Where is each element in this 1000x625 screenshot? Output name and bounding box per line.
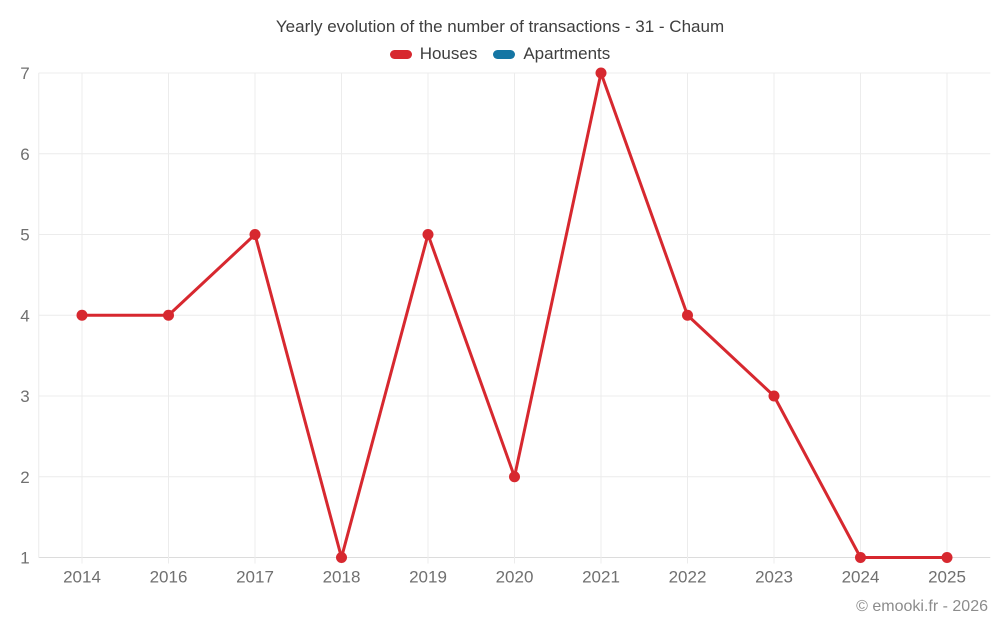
- chart-title: Yearly evolution of the number of transa…: [275, 17, 725, 36]
- x-axis-label-2016: 2016: [150, 568, 188, 587]
- y-axis-label-5: 5: [20, 226, 29, 245]
- chart-legend: Houses Apartments: [0, 44, 1000, 64]
- houses-point-2024[interactable]: [855, 552, 866, 563]
- y-axis-label-2: 2: [20, 468, 29, 487]
- houses-point-2025[interactable]: [941, 552, 953, 563]
- legend-label-apartments: Apartments: [523, 44, 611, 63]
- y-axis-label-6: 6: [20, 145, 29, 164]
- y-axis-label-4: 4: [20, 306, 29, 325]
- x-axis-label-2024: 2024: [842, 568, 880, 587]
- legend-label-houses: Houses: [419, 44, 478, 63]
- x-axis-label-2014: 2014: [63, 568, 101, 587]
- x-axis-label-2020: 2020: [496, 568, 534, 587]
- credit-text: © emooki.fr - 2026: [856, 598, 988, 615]
- legend-item-houses[interactable]: Houses: [389, 44, 478, 64]
- legend-swatch-apartments: [493, 49, 516, 59]
- houses-point-2020[interactable]: [509, 471, 520, 483]
- houses-point-2022[interactable]: [682, 309, 693, 321]
- legend-item-apartments[interactable]: Apartments: [493, 44, 610, 64]
- legend-swatch-houses: [389, 49, 412, 59]
- houses-point-2016[interactable]: [163, 309, 174, 321]
- x-axis-label-2021: 2021: [582, 568, 620, 587]
- houses-point-2014[interactable]: [76, 309, 88, 321]
- y-axis-label-3: 3: [20, 387, 29, 406]
- y-axis-label-1: 1: [20, 549, 29, 568]
- houses-point-2023[interactable]: [768, 390, 780, 402]
- houses-point-2018[interactable]: [336, 552, 347, 563]
- x-axis-label-2017: 2017: [236, 568, 274, 587]
- x-axis-label-2019: 2019: [409, 568, 447, 587]
- houses-point-2021[interactable]: [595, 67, 607, 79]
- houses-point-2017[interactable]: [249, 229, 261, 240]
- x-axis-label-2018: 2018: [323, 568, 361, 587]
- x-axis-label-2025: 2025: [928, 568, 966, 587]
- y-axis-label-7: 7: [20, 64, 29, 83]
- x-axis-label-2022: 2022: [669, 568, 707, 587]
- x-axis-label-2023: 2023: [755, 568, 793, 587]
- houses-point-2019[interactable]: [422, 229, 434, 240]
